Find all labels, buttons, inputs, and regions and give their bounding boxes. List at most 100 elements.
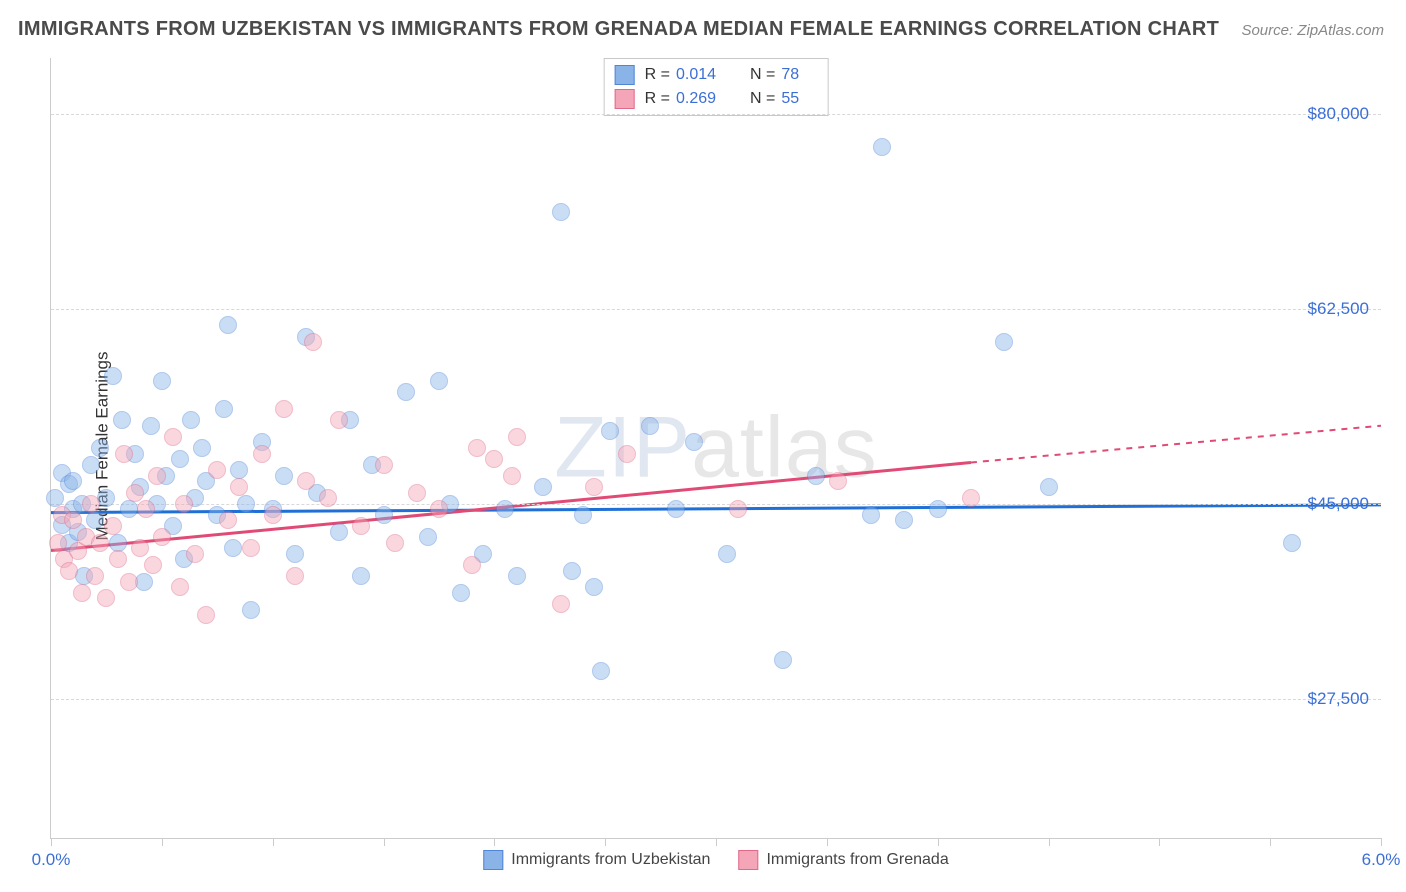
n-label: N = <box>750 87 775 111</box>
gridline <box>51 114 1381 115</box>
data-point <box>962 489 980 507</box>
r-value: 0.014 <box>676 63 732 87</box>
data-point <box>104 367 122 385</box>
data-point <box>397 383 415 401</box>
data-point <box>64 511 82 529</box>
n-value: 78 <box>781 63 817 87</box>
data-point <box>929 500 947 518</box>
data-point <box>995 333 1013 351</box>
data-point <box>175 495 193 513</box>
data-point <box>286 545 304 563</box>
data-point <box>496 500 514 518</box>
data-point <box>386 534 404 552</box>
x-tick <box>1270 838 1271 846</box>
data-point <box>242 601 260 619</box>
data-point <box>182 411 200 429</box>
legend-item: Immigrants from Grenada <box>738 850 948 870</box>
data-point <box>552 595 570 613</box>
legend-label: Immigrants from Grenada <box>766 851 948 869</box>
data-point <box>592 662 610 680</box>
legend-item: Immigrants from Uzbekistan <box>483 850 710 870</box>
data-point <box>419 528 437 546</box>
legend-label: Immigrants from Uzbekistan <box>511 851 710 869</box>
data-point <box>275 467 293 485</box>
data-point <box>508 428 526 446</box>
data-point <box>641 417 659 435</box>
data-point <box>463 556 481 574</box>
data-point <box>64 472 82 490</box>
data-point <box>685 433 703 451</box>
data-point <box>153 528 171 546</box>
r-value: 0.269 <box>676 87 732 111</box>
data-point <box>49 534 67 552</box>
data-point <box>574 506 592 524</box>
data-point <box>46 489 64 507</box>
data-point <box>774 651 792 669</box>
data-point <box>319 489 337 507</box>
stats-row: R = 0.014 N = 78 <box>615 63 818 87</box>
data-point <box>142 417 160 435</box>
data-point <box>375 456 393 474</box>
data-point <box>253 445 271 463</box>
data-point <box>86 567 104 585</box>
data-point <box>126 484 144 502</box>
x-tick <box>384 838 385 846</box>
x-tick <box>51 838 52 846</box>
data-point <box>91 534 109 552</box>
x-tick <box>494 838 495 846</box>
data-point <box>563 562 581 580</box>
data-point <box>131 539 149 557</box>
data-point <box>186 545 204 563</box>
y-tick-label: $80,000 <box>1308 104 1369 124</box>
data-point <box>242 539 260 557</box>
data-point <box>1283 534 1301 552</box>
data-point <box>82 456 100 474</box>
data-point <box>120 500 138 518</box>
data-point <box>807 467 825 485</box>
x-tick <box>1381 838 1382 846</box>
data-point <box>352 567 370 585</box>
y-tick-label: $27,500 <box>1308 689 1369 709</box>
data-point <box>330 411 348 429</box>
data-point <box>618 445 636 463</box>
data-point <box>829 472 847 490</box>
data-point <box>297 472 315 490</box>
data-point <box>667 500 685 518</box>
data-point <box>219 316 237 334</box>
x-tick <box>1049 838 1050 846</box>
n-label: N = <box>750 63 775 87</box>
data-point <box>215 400 233 418</box>
data-point <box>91 439 109 457</box>
data-point <box>503 467 521 485</box>
data-point <box>109 550 127 568</box>
data-point <box>230 478 248 496</box>
data-point <box>230 461 248 479</box>
data-point <box>1040 478 1058 496</box>
data-point <box>534 478 552 496</box>
data-point <box>895 511 913 529</box>
data-point <box>452 584 470 602</box>
data-point <box>352 517 370 535</box>
data-point <box>113 411 131 429</box>
data-point <box>585 478 603 496</box>
x-tick-label: 0.0% <box>32 850 71 870</box>
data-point <box>375 506 393 524</box>
data-point <box>729 500 747 518</box>
y-tick-label: $45,000 <box>1308 494 1369 514</box>
data-point <box>237 495 255 513</box>
data-point <box>97 489 115 507</box>
stats-box: R = 0.014 N = 78 R = 0.269 N = 55 <box>604 58 829 116</box>
x-tick-label: 6.0% <box>1362 850 1401 870</box>
data-point <box>275 400 293 418</box>
data-point <box>485 450 503 468</box>
swatch-icon <box>738 850 758 870</box>
data-point <box>137 500 155 518</box>
source-label: Source: ZipAtlas.com <box>1241 22 1384 39</box>
data-point <box>171 450 189 468</box>
watermark-suffix: atlas <box>691 400 878 496</box>
data-point <box>585 578 603 596</box>
data-point <box>60 562 78 580</box>
data-point <box>430 500 448 518</box>
plot-area: ZIPatlas R = 0.014 N = 78 R = 0.269 N = … <box>50 58 1381 839</box>
data-point <box>601 422 619 440</box>
